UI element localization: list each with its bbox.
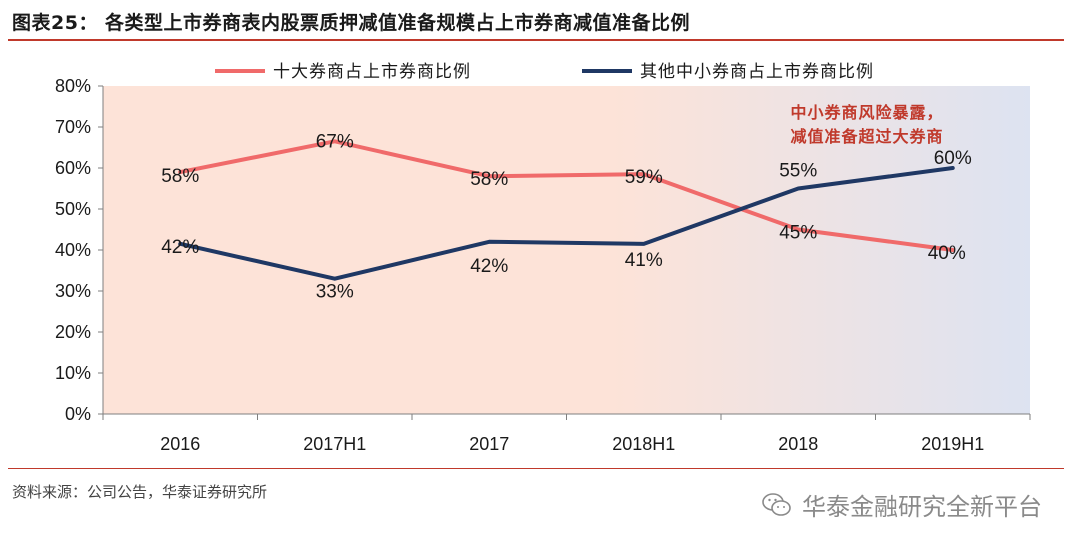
y-tick-label: 70%: [55, 117, 91, 137]
figure-title: 图表25： 各类型上市券商表内股票质押减值准备规模占上市券商减值准备比例: [12, 12, 691, 34]
data-label: 33%: [316, 282, 354, 303]
y-axis: 0% 10% 20% 30% 40% 50% 60% 70% 80%: [55, 76, 104, 424]
x-tick-label: 2018H1: [612, 434, 675, 454]
series-layer: [178, 139, 955, 281]
source-note: 资料来源：公司公告，华泰证券研究所: [12, 483, 268, 501]
x-axis: 2016 2017H1 2017 2018H1 2018 2019H1: [102, 413, 1031, 454]
data-label: 59%: [625, 167, 663, 188]
x-tick-label: 2019H1: [921, 434, 984, 454]
watermark: 华泰金融研究全新平台: [762, 487, 1042, 522]
data-label: 40%: [928, 243, 966, 264]
x-tick-label: 2017H1: [303, 434, 366, 454]
footer-divider: [8, 468, 1064, 469]
data-label: 55%: [779, 161, 817, 182]
y-tick-label: 60%: [55, 158, 91, 178]
data-labels: 58% 67% 58% 59% 45% 40% 42% 33% 42% 41% 55% 60%: [161, 131, 972, 302]
annotation-line: 中小券商风险暴露，: [790, 103, 943, 122]
plot-background: [103, 86, 1030, 414]
data-label: 58%: [470, 169, 508, 190]
legend-label: 其他中小券商占上市券商比例: [640, 62, 874, 82]
y-tick-label: 50%: [55, 199, 91, 219]
legend-label: 十大券商占上市券商比例: [273, 62, 471, 82]
x-tick-label: 2017: [469, 434, 509, 454]
x-tick-label: 2016: [160, 434, 200, 454]
y-tick-label: 10%: [55, 363, 91, 383]
y-tick-label: 80%: [55, 76, 91, 96]
y-tick-label: 0%: [65, 404, 91, 424]
annotation: 中小券商风险暴露， 减值准备超过大券商: [790, 103, 943, 146]
data-label: 60%: [934, 148, 972, 169]
legend: 十大券商占上市券商比例 其他中小券商占上市券商比例: [215, 62, 874, 82]
x-tick-label: 2018: [778, 434, 818, 454]
wechat-icon: [762, 492, 791, 516]
data-label: 67%: [316, 131, 354, 152]
line-chart: 0%10%20%30%40%50%60%70%80% 2016 2017H1 201…: [55, 62, 1031, 454]
data-label: 58%: [161, 166, 199, 187]
data-label: 42%: [470, 256, 508, 277]
y-tick-label: 20%: [55, 322, 91, 342]
title-divider: [8, 39, 1064, 41]
annotation-line: 减值准备超过大券商: [790, 127, 943, 146]
data-label: 45%: [779, 223, 817, 244]
y-tick-label: 40%: [55, 240, 91, 260]
watermark-text: 华泰金融研究全新平台: [802, 493, 1042, 521]
data-label: 41%: [625, 250, 663, 271]
data-label: 42%: [161, 237, 199, 258]
series-line-2: [178, 166, 955, 281]
y-tick-label: 30%: [55, 281, 91, 301]
series-line-1: [178, 139, 955, 252]
